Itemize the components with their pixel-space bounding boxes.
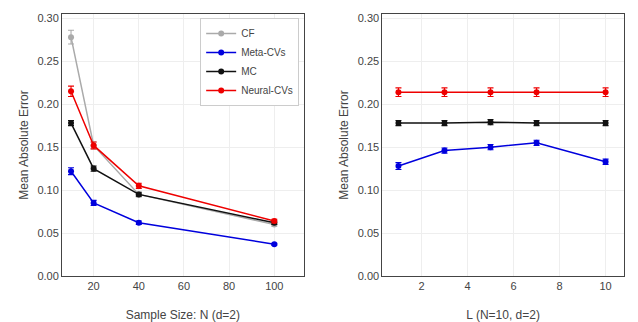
svg-text:Mean Absolute Error: Mean Absolute Error [337, 90, 351, 199]
svg-text:0.00: 0.00 [37, 270, 58, 282]
svg-text:Sample Size: N (d=2): Sample Size: N (d=2) [126, 308, 240, 322]
svg-text:0.25: 0.25 [358, 55, 379, 67]
svg-text:Neural-CVs: Neural-CVs [241, 85, 293, 96]
svg-text:MC: MC [241, 66, 257, 77]
svg-text:0.15: 0.15 [37, 141, 58, 153]
svg-text:0.30: 0.30 [37, 12, 58, 24]
svg-text:8: 8 [556, 280, 562, 292]
svg-text:60: 60 [178, 280, 190, 292]
svg-text:6: 6 [510, 280, 516, 292]
svg-text:2: 2 [418, 280, 424, 292]
svg-text:20: 20 [87, 280, 99, 292]
svg-text:0.10: 0.10 [358, 184, 379, 196]
svg-text:0.00: 0.00 [358, 270, 379, 282]
svg-text:0.15: 0.15 [358, 141, 379, 153]
svg-text:0.05: 0.05 [358, 227, 379, 239]
svg-text:L (N=10, d=2): L (N=10, d=2) [466, 308, 540, 322]
svg-text:100: 100 [265, 280, 283, 292]
svg-text:10: 10 [599, 280, 611, 292]
svg-text:40: 40 [133, 280, 145, 292]
svg-text:0.05: 0.05 [37, 227, 58, 239]
svg-text:0.30: 0.30 [358, 12, 379, 24]
svg-text:80: 80 [223, 280, 235, 292]
svg-text:0.20: 0.20 [358, 98, 379, 110]
svg-text:0.25: 0.25 [37, 55, 58, 67]
svg-text:CF: CF [241, 28, 254, 39]
svg-text:Meta-CVs: Meta-CVs [241, 47, 285, 58]
svg-text:0.20: 0.20 [37, 98, 58, 110]
svg-text:0.10: 0.10 [37, 184, 58, 196]
svg-text:4: 4 [464, 280, 470, 292]
svg-text:Mean Absolute Error: Mean Absolute Error [17, 90, 31, 199]
